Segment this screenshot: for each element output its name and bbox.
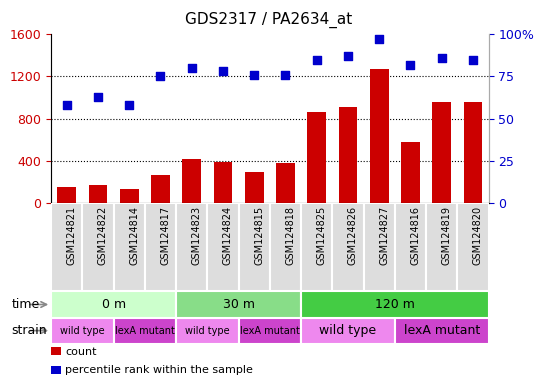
- Bar: [338, 107, 357, 203]
- Bar: [58, 187, 76, 203]
- Bar: [51, 318, 114, 344]
- Bar: [82, 203, 114, 291]
- Bar: [395, 203, 426, 291]
- Text: GDS2317 / PA2634_at: GDS2317 / PA2634_at: [186, 12, 352, 28]
- Point: [218, 68, 227, 74]
- Bar: [114, 318, 176, 344]
- Bar: [176, 203, 207, 291]
- Point: [125, 102, 133, 108]
- Point: [375, 36, 384, 42]
- Bar: [301, 318, 395, 344]
- Text: GSM124820: GSM124820: [473, 206, 483, 265]
- Bar: [401, 142, 420, 203]
- Text: GSM124818: GSM124818: [286, 206, 295, 265]
- Bar: [151, 175, 170, 203]
- Text: GSM124814: GSM124814: [129, 206, 139, 265]
- Text: GSM124824: GSM124824: [223, 206, 233, 265]
- Point: [469, 56, 477, 63]
- Bar: [364, 203, 395, 291]
- Bar: [51, 366, 61, 374]
- Text: GSM124821: GSM124821: [67, 206, 77, 265]
- Text: GSM124823: GSM124823: [192, 206, 202, 265]
- Bar: [51, 291, 176, 318]
- Point: [250, 72, 258, 78]
- Bar: [307, 112, 326, 203]
- Bar: [395, 318, 489, 344]
- Text: wild type: wild type: [60, 326, 105, 336]
- Bar: [207, 203, 238, 291]
- Text: GSM124822: GSM124822: [98, 206, 108, 265]
- Text: 0 m: 0 m: [102, 298, 126, 311]
- Text: GSM124819: GSM124819: [442, 206, 451, 265]
- Bar: [176, 318, 238, 344]
- Point: [62, 102, 71, 108]
- Bar: [145, 203, 176, 291]
- Bar: [182, 159, 201, 203]
- Bar: [426, 203, 457, 291]
- Bar: [332, 203, 364, 291]
- Text: lexA mutant: lexA mutant: [404, 324, 480, 337]
- Bar: [464, 102, 482, 203]
- Bar: [432, 102, 451, 203]
- Text: GSM124826: GSM124826: [348, 206, 358, 265]
- Bar: [114, 203, 145, 291]
- Text: strain: strain: [11, 324, 47, 337]
- Text: wild type: wild type: [185, 326, 230, 336]
- Point: [187, 65, 196, 71]
- Text: GSM124817: GSM124817: [160, 206, 171, 265]
- Text: percentile rank within the sample: percentile rank within the sample: [65, 365, 253, 375]
- Bar: [51, 203, 82, 291]
- Bar: [120, 189, 139, 203]
- Text: time: time: [11, 298, 39, 311]
- Text: lexA mutant: lexA mutant: [115, 326, 175, 336]
- Bar: [176, 291, 301, 318]
- Bar: [51, 347, 61, 355]
- Point: [156, 73, 165, 79]
- Point: [344, 53, 352, 59]
- Text: 30 m: 30 m: [223, 298, 254, 311]
- Bar: [301, 291, 489, 318]
- Bar: [89, 185, 108, 203]
- Point: [406, 61, 415, 68]
- Bar: [301, 203, 332, 291]
- Point: [94, 94, 102, 100]
- Bar: [214, 162, 232, 203]
- Text: GSM124825: GSM124825: [317, 206, 327, 265]
- Bar: [370, 69, 388, 203]
- Text: wild type: wild type: [320, 324, 377, 337]
- Bar: [238, 203, 270, 291]
- Text: GSM124816: GSM124816: [410, 206, 420, 265]
- Bar: [238, 318, 301, 344]
- Bar: [276, 163, 295, 203]
- Bar: [270, 203, 301, 291]
- Text: 120 m: 120 m: [375, 298, 415, 311]
- Text: GSM124827: GSM124827: [379, 206, 389, 265]
- Text: GSM124815: GSM124815: [254, 206, 264, 265]
- Text: count: count: [65, 347, 97, 357]
- Point: [281, 72, 290, 78]
- Point: [313, 56, 321, 63]
- Bar: [245, 172, 264, 203]
- Point: [437, 55, 446, 61]
- Text: lexA mutant: lexA mutant: [240, 326, 300, 336]
- Bar: [457, 203, 489, 291]
